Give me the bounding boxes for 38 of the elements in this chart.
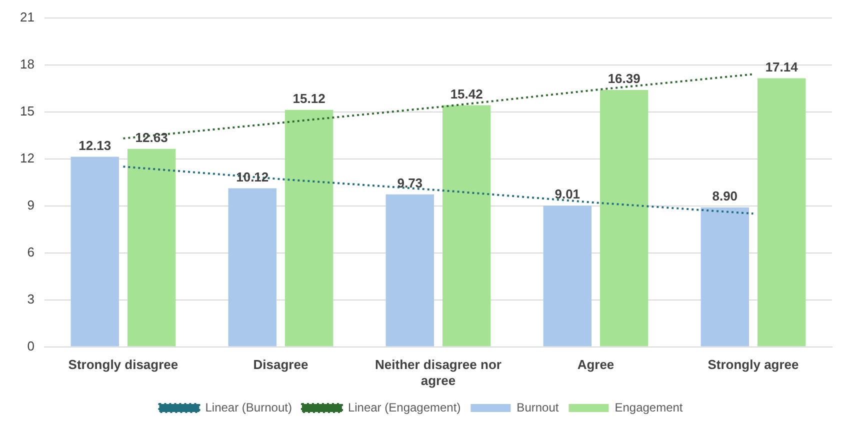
data-label: 10.12 [236,169,269,184]
data-label: 12.13 [78,138,112,153]
bar [284,110,334,346]
bar [543,206,592,346]
x-tick-label: Disagree [253,357,308,372]
y-tick-label: 0 [27,338,34,354]
data-label: 9.73 [397,175,423,190]
bar [127,148,176,346]
data-label: 17.14 [765,59,799,74]
data-label: 16.39 [608,71,640,86]
bar [228,188,276,346]
legend-label: Linear (Burnout) [205,400,292,414]
x-tick-label: Agree [577,357,614,372]
y-tick-label: 6 [27,244,34,260]
data-label: 8.90 [712,188,738,204]
legend-label: Engagement [614,400,684,414]
y-tick-label: 21 [20,9,34,24]
y-tick-label: 15 [20,103,34,118]
line-series [122,166,754,215]
bar [600,90,648,346]
bar [700,207,749,346]
data-label: 12.63 [135,130,168,146]
bar [758,78,806,346]
legend-label: Linear (Engagement) [348,400,461,414]
x-tick-label: Neither disagree nor agree [375,357,502,388]
legend-label: Burnout [516,400,560,414]
y-tick-label: 3 [27,291,34,306]
data-label: 15.12 [292,91,326,106]
data-label: 15.42 [450,86,483,102]
y-tick-label: 12 [20,150,34,166]
y-tick-label: 18 [20,56,34,72]
x-tick-label: Strongly agree [708,357,799,372]
x-tick-label: Strongly disagree [68,357,178,372]
data-label: 9.01 [554,186,580,202]
y-tick-label: 9 [27,197,34,212]
bar [70,156,119,346]
bar [386,194,434,346]
bar [442,105,491,346]
